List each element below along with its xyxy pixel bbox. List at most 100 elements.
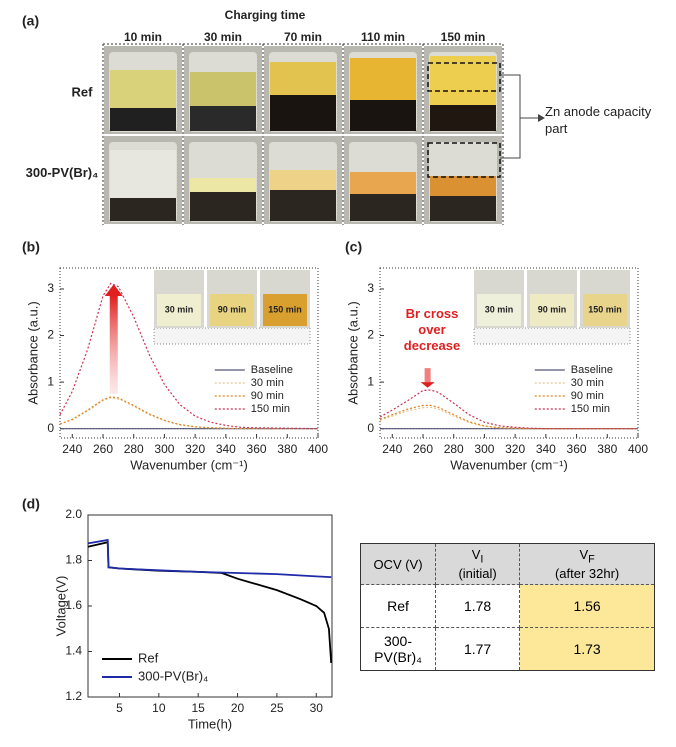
panel-label: (c) [345, 239, 362, 255]
sediment [350, 194, 416, 221]
x-axis-title: Wavenumber (cm⁻¹) [130, 457, 248, 472]
x-axis-title: Wavenumber (cm⁻¹) [450, 457, 568, 472]
bracket [500, 74, 538, 159]
inset-label: 90 min [218, 304, 247, 314]
cell: 1.73 [519, 627, 655, 671]
column-label: 70 min [284, 30, 322, 44]
sediment [190, 106, 256, 131]
sediment [430, 196, 496, 221]
x-tick-label: 300 [154, 442, 174, 456]
liquid [430, 56, 496, 105]
x-tick-label: 240 [62, 442, 82, 456]
y-tick-label: 1.8 [65, 553, 82, 567]
arrow-head [420, 382, 435, 388]
inset-liquid [583, 294, 627, 326]
inset-liquid [157, 294, 201, 326]
header-cell: OCV (V) [360, 543, 436, 585]
legend-label: 90 min [571, 390, 604, 402]
y-tick-label: 1 [47, 374, 54, 388]
x-tick-label: 400 [628, 442, 648, 456]
panel-label: (a) [22, 13, 39, 29]
inset-liquid [530, 294, 574, 326]
header-symbol: V [579, 547, 589, 563]
inset-liquid [263, 294, 307, 326]
highlight-box [427, 62, 501, 92]
sediment [110, 108, 176, 131]
inset-strip [473, 327, 631, 345]
sediment [190, 192, 256, 221]
row-label: 300-PV(Br)₄ [360, 627, 436, 671]
column-label: 110 min [361, 30, 405, 44]
x-tick-label: 5 [116, 701, 123, 715]
cell: 1.77 [434, 627, 521, 671]
x-tick-label: 260 [93, 442, 113, 456]
panel-title: Charging time [225, 8, 306, 22]
legend-label: 150 min [571, 403, 610, 415]
inset-label: 150 min [588, 304, 622, 314]
liquid [350, 58, 416, 100]
highlight-box [427, 142, 501, 178]
sediment [110, 198, 176, 221]
x-tick-label: 10 [152, 701, 166, 715]
series-line [59, 282, 319, 430]
legend-label: 300-PV(Br)₄ [138, 668, 208, 683]
y-tick-label: 3 [367, 281, 374, 295]
x-tick-label: 25 [270, 701, 284, 715]
liquid [190, 72, 256, 106]
x-tick-label: 280 [124, 442, 144, 456]
column-label: 10 min [124, 30, 162, 44]
x-tick-label: 20 [231, 701, 245, 715]
liquid [350, 172, 416, 194]
x-tick-label: 320 [505, 442, 525, 456]
x-tick-label: 360 [567, 442, 587, 456]
sediment [270, 190, 336, 221]
y-tick-label: 2 [47, 328, 54, 342]
y-tick-label: 2.0 [65, 507, 82, 521]
sediment [430, 105, 496, 131]
y-tick-label: 1.4 [65, 644, 82, 658]
inset-liquid [210, 294, 254, 326]
arrow-shaft [424, 368, 431, 383]
row-label: Ref [360, 584, 436, 628]
inset-label: 30 min [165, 304, 194, 314]
inset-strip [153, 327, 311, 345]
arrow-head [538, 114, 545, 122]
x-tick-label: 380 [277, 442, 297, 456]
header-cell: VI (initial) [434, 543, 521, 585]
sediment [350, 100, 416, 131]
panel-label: (b) [22, 239, 40, 255]
liquid [430, 176, 496, 196]
liquid [270, 170, 336, 190]
x-tick-label: 380 [597, 442, 617, 456]
inset-label: 90 min [538, 304, 567, 314]
y-tick-label: 1.2 [65, 689, 82, 703]
header-note: (initial) [458, 565, 497, 581]
series-line [379, 389, 638, 430]
legend-label: Ref [138, 650, 159, 665]
column-label: 150 min [441, 30, 486, 44]
liquid [190, 178, 256, 192]
plot-frame [59, 267, 319, 439]
x-tick-label: 400 [308, 442, 328, 456]
inset-label: 30 min [485, 304, 514, 314]
legend-label: 30 min [251, 377, 284, 389]
panel-label: (d) [22, 496, 40, 512]
header-note: (after 32hr) [554, 565, 620, 581]
cell: 1.56 [519, 584, 655, 628]
liquid [110, 70, 176, 108]
x-tick-label: 340 [216, 442, 236, 456]
arrow-head [104, 284, 123, 296]
plot-frame [87, 514, 333, 698]
ocv-table: OCV (V) VI (initial) VF (after 32hr) Ref 1… [360, 543, 655, 671]
x-tick-label: 360 [247, 442, 267, 456]
sediment [270, 95, 336, 131]
series-line [379, 406, 638, 430]
plot-frame [379, 267, 639, 439]
arrow-shaft [109, 295, 118, 394]
row-label: Ref [72, 84, 94, 99]
y-axis-title: Absorbance (a.u.) [25, 301, 40, 404]
series-line [87, 541, 333, 663]
y-tick-label: 1 [367, 374, 374, 388]
y-tick-label: 0 [47, 421, 54, 435]
